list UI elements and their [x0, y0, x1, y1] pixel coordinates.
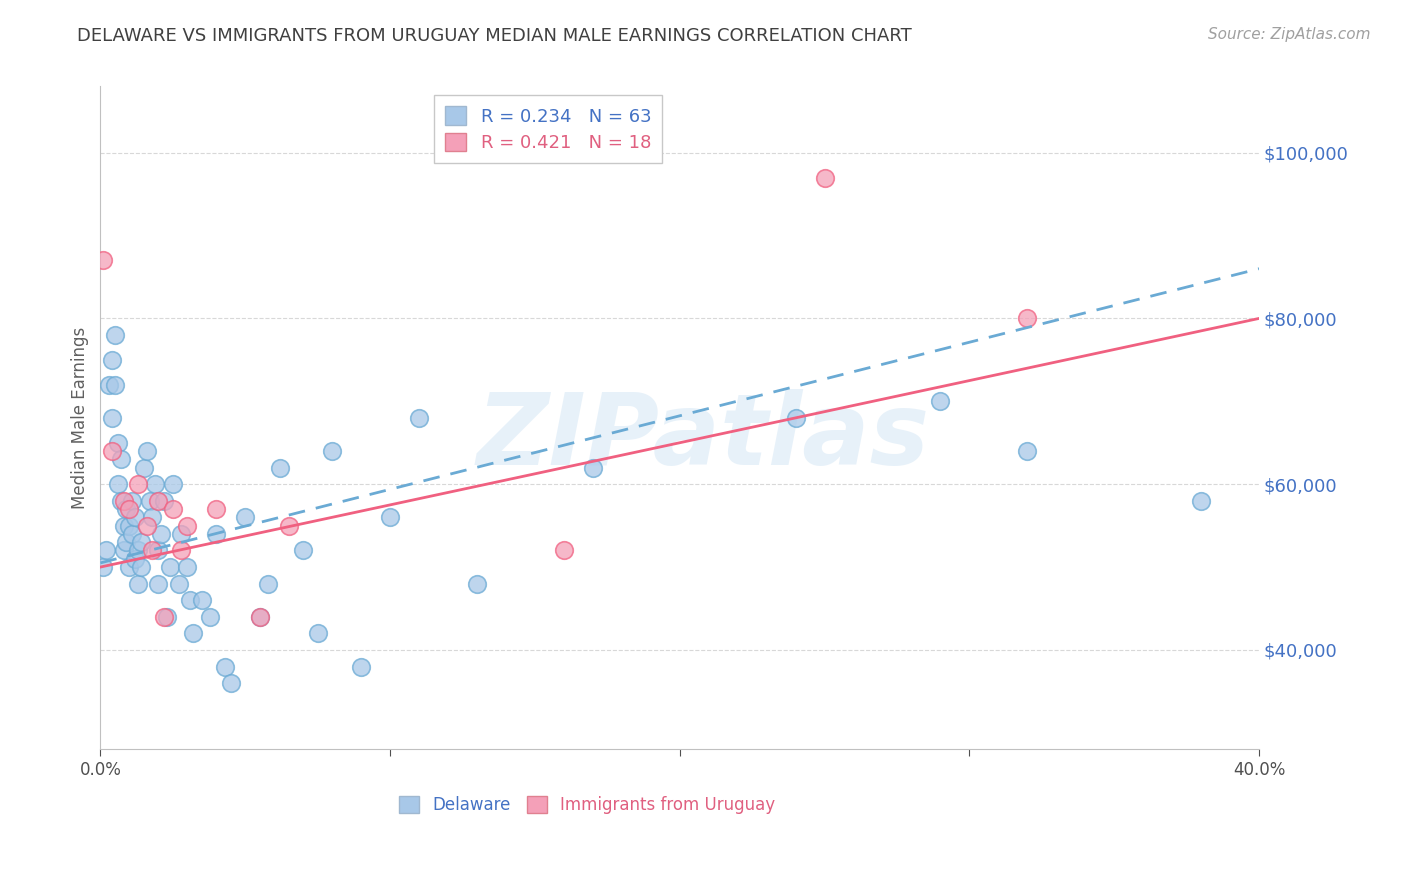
Point [214, 659, 236, 673]
Point [107, 435, 129, 450]
Point [148, 493, 170, 508]
Point [307, 626, 329, 640]
Point [162, 502, 184, 516]
Point [138, 493, 160, 508]
Point [118, 560, 141, 574]
Point [582, 460, 605, 475]
Text: ZIPatlas: ZIPatlas [477, 389, 929, 486]
Point [121, 527, 143, 541]
Point [162, 477, 184, 491]
Point [205, 527, 228, 541]
Point [141, 510, 163, 524]
Point [115, 535, 138, 549]
Point [176, 518, 198, 533]
Point [91, 560, 114, 574]
Point [1189, 493, 1212, 508]
Point [269, 460, 291, 475]
Point [104, 377, 127, 392]
Point [124, 551, 146, 566]
Point [277, 518, 299, 533]
Point [135, 518, 157, 533]
Point [91, 253, 114, 268]
Point [249, 609, 271, 624]
Point [350, 659, 373, 673]
Point [929, 394, 952, 409]
Point [127, 576, 149, 591]
Point [132, 460, 155, 475]
Point [127, 477, 149, 491]
Point [129, 560, 152, 574]
Point [408, 410, 430, 425]
Text: DELAWARE VS IMMIGRANTS FROM URUGUAY MEDIAN MALE EARNINGS CORRELATION CHART: DELAWARE VS IMMIGRANTS FROM URUGUAY MEDI… [77, 27, 912, 45]
Point [101, 352, 124, 367]
Point [135, 444, 157, 458]
Point [813, 170, 835, 185]
Point [553, 543, 575, 558]
Point [94, 543, 117, 558]
Point [107, 477, 129, 491]
Point [219, 676, 242, 690]
Point [118, 502, 141, 516]
Point [124, 510, 146, 524]
Point [150, 527, 173, 541]
Point [145, 477, 167, 491]
Point [129, 535, 152, 549]
Point [115, 502, 138, 516]
Point [121, 493, 143, 508]
Point [127, 543, 149, 558]
Point [785, 410, 807, 425]
Point [148, 543, 170, 558]
Point [112, 543, 135, 558]
Point [159, 560, 181, 574]
Point [321, 444, 343, 458]
Point [378, 510, 401, 524]
Point [167, 576, 190, 591]
Point [141, 543, 163, 558]
Point [156, 609, 179, 624]
Point [153, 493, 176, 508]
Point [104, 328, 127, 343]
Point [205, 502, 228, 516]
Point [153, 609, 176, 624]
Point [112, 518, 135, 533]
Point [112, 493, 135, 508]
Point [181, 626, 204, 640]
Point [101, 410, 124, 425]
Point [170, 527, 193, 541]
Point [170, 543, 193, 558]
Point [292, 543, 315, 558]
Point [1017, 311, 1039, 326]
Point [176, 560, 198, 574]
Point [190, 593, 212, 607]
Point [118, 518, 141, 533]
Point [179, 593, 201, 607]
Point [98, 377, 121, 392]
Point [1017, 444, 1039, 458]
Point [465, 576, 488, 591]
Point [249, 609, 271, 624]
Y-axis label: Median Male Earnings: Median Male Earnings [72, 326, 89, 509]
Point [110, 452, 132, 467]
Point [257, 576, 280, 591]
Point [101, 444, 124, 458]
Text: Source: ZipAtlas.com: Source: ZipAtlas.com [1208, 27, 1371, 42]
Point [200, 609, 222, 624]
Point [148, 576, 170, 591]
Legend: Delaware, Immigrants from Uruguay: Delaware, Immigrants from Uruguay [392, 789, 782, 821]
Point [110, 493, 132, 508]
Point [233, 510, 256, 524]
